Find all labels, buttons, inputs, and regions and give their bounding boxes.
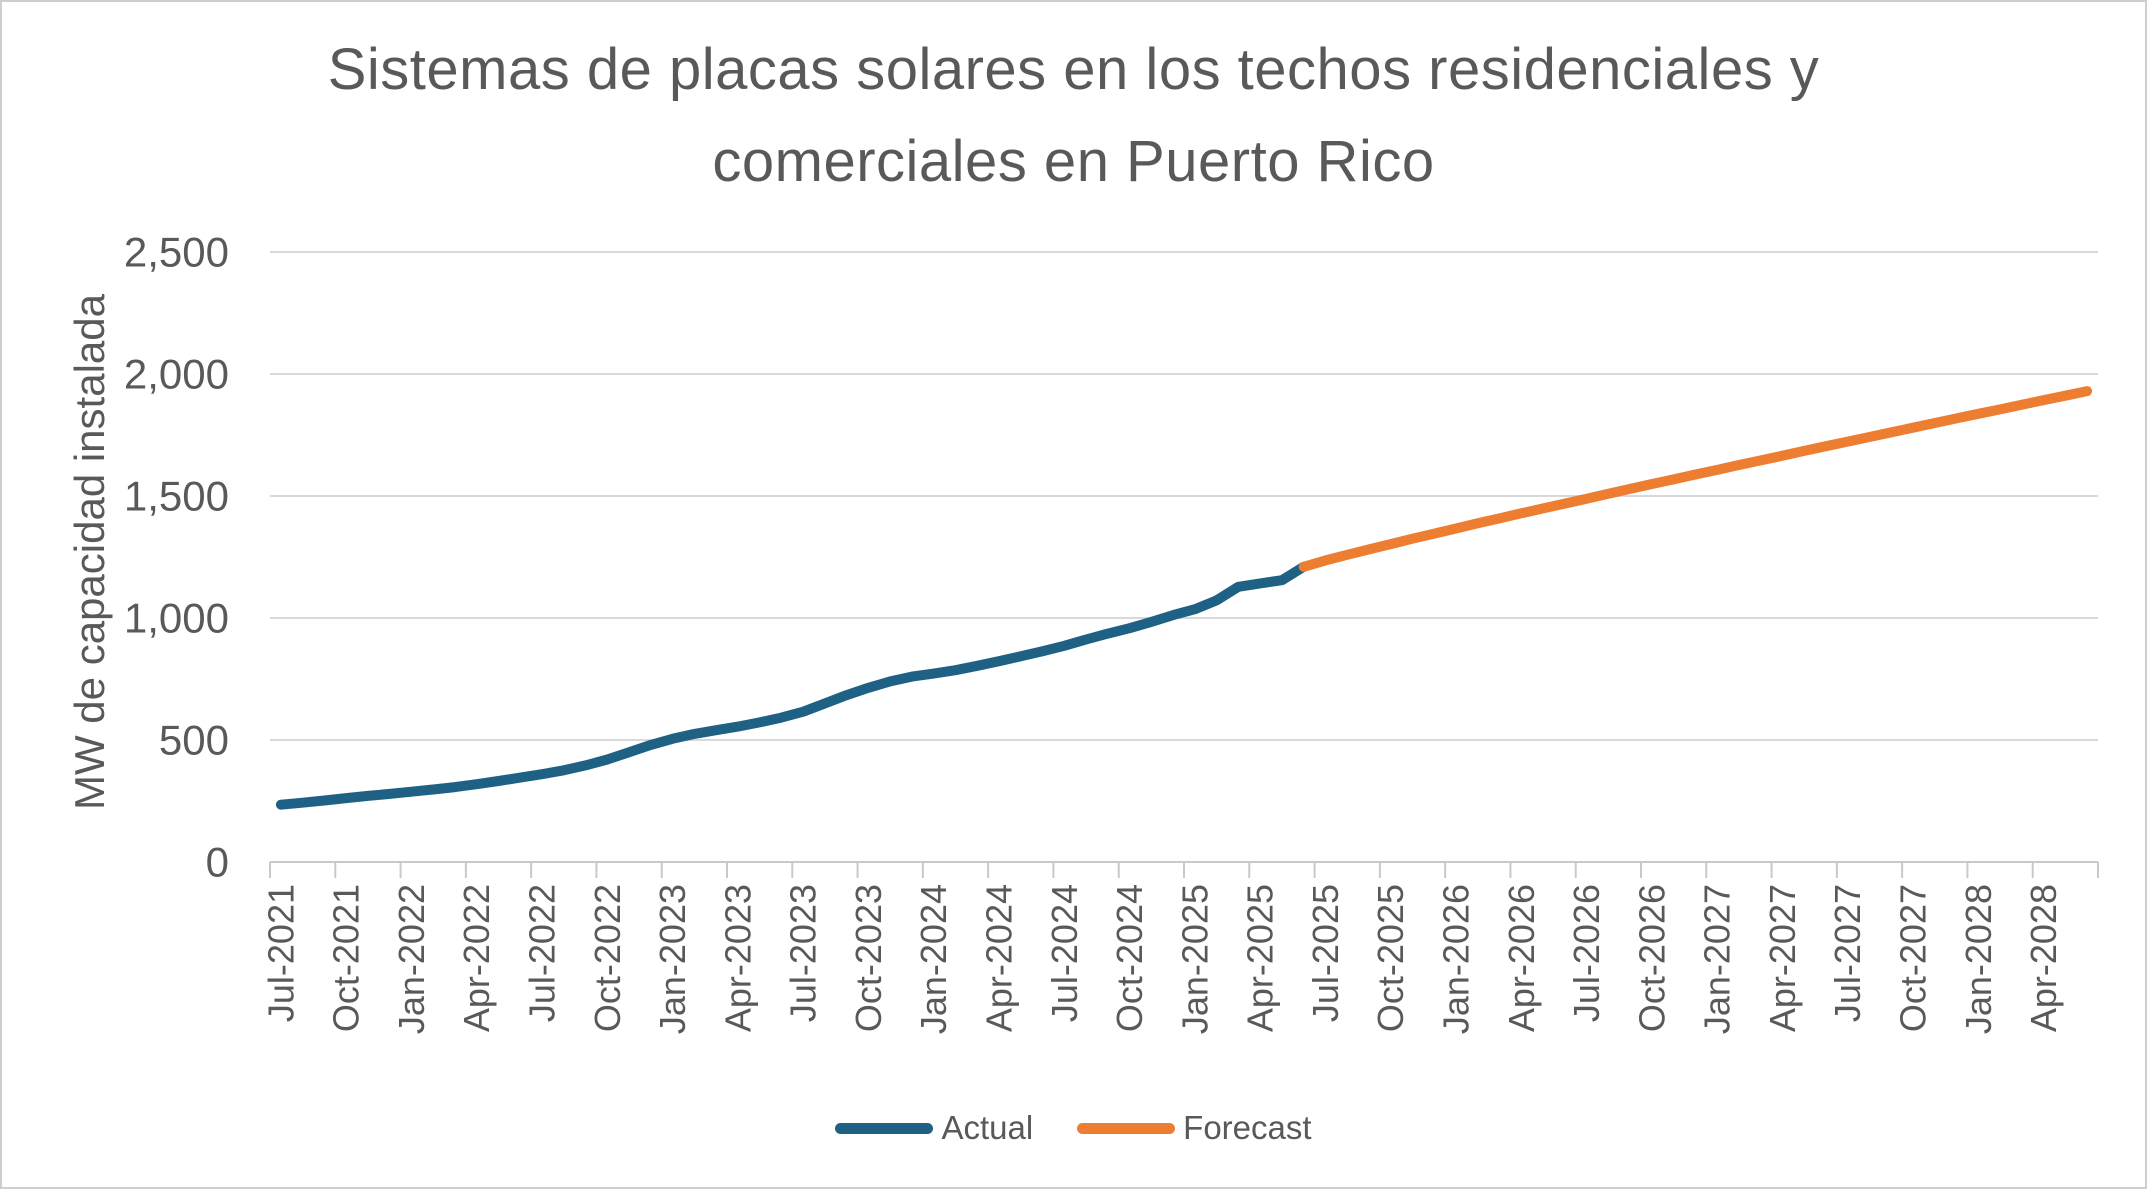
x-tick-label: Jul-2023 (783, 884, 824, 1022)
y-tick-label: 500 (159, 717, 229, 764)
x-tick-label: Jul-2026 (1566, 884, 1607, 1022)
x-tick-label: Apr-2027 (1762, 884, 1803, 1032)
actual-line-swatch (835, 1122, 934, 1134)
x-tick-label: Jan-2024 (913, 884, 954, 1034)
y-tick-label: 2,500 (124, 229, 229, 276)
x-tick-label: Oct-2024 (1109, 884, 1150, 1032)
x-tick-label: Jan-2025 (1174, 884, 1215, 1034)
legend: Actual Forecast (2, 1098, 2145, 1158)
x-tick-label: Oct-2027 (1893, 884, 1934, 1032)
legend-item-actual: Actual (835, 1109, 1033, 1147)
x-tick-label: Jan-2026 (1436, 884, 1477, 1034)
y-tick-label: 0 (206, 839, 229, 886)
y-tick-label: 1,500 (124, 473, 229, 520)
x-tick-label: Jan-2023 (652, 884, 693, 1034)
x-tick-label: Apr-2026 (1501, 884, 1542, 1032)
x-tick-label: Oct-2025 (1370, 884, 1411, 1032)
forecast-line (1298, 386, 2093, 572)
x-tick-label: Jan-2028 (1958, 884, 1999, 1034)
x-tick-label: Apr-2028 (2023, 884, 2064, 1032)
x-tick-label: Apr-2024 (979, 884, 1020, 1032)
x-tick-label: Oct-2026 (1631, 884, 1672, 1032)
legend-item-forecast: Forecast (1077, 1109, 1312, 1147)
chart-title-line-2: comerciales en Puerto Rico (712, 129, 1435, 194)
x-tick-label: Jul-2024 (1044, 884, 1085, 1022)
x-tick-label: Jul-2025 (1305, 884, 1346, 1022)
x-tick-label: Jul-2027 (1827, 884, 1868, 1022)
x-tick-label: Apr-2025 (1240, 884, 1281, 1032)
chart-title-line-1: Sistemas de placas solares en los techos… (327, 37, 1820, 102)
x-tick-label: Jan-2027 (1697, 884, 1738, 1034)
legend-label-actual: Actual (941, 1109, 1034, 1146)
chart-title: Sistemas de placas solares en los techos… (2, 24, 2145, 208)
x-tick-label: Apr-2022 (456, 884, 497, 1032)
forecast-line-swatch (1077, 1122, 1176, 1134)
x-tick-label: Jul-2021 (260, 884, 301, 1022)
y-tick-label: 1,000 (124, 595, 229, 642)
x-tick-label: Jul-2022 (522, 884, 563, 1022)
x-tick-label: Oct-2023 (848, 884, 889, 1032)
legend-label-forecast: Forecast (1183, 1109, 1312, 1146)
actual-line (275, 561, 1309, 810)
y-tick-label: 2,000 (124, 351, 229, 398)
x-tick-label: Apr-2023 (717, 884, 758, 1032)
x-tick-label: Jan-2022 (391, 884, 432, 1034)
x-tick-label: Oct-2022 (587, 884, 628, 1032)
x-tick-label: Oct-2021 (326, 884, 367, 1032)
